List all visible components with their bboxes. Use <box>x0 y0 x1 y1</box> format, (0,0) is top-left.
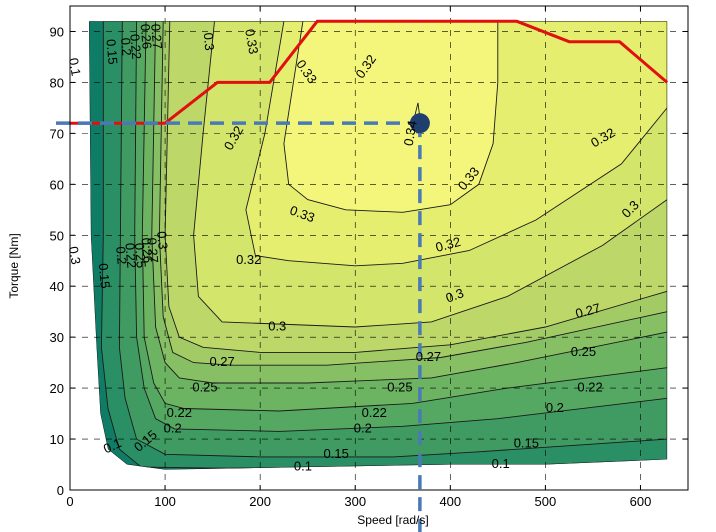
contour-label: 0.22 <box>362 405 387 420</box>
contour-line-0.15 <box>118 21 668 458</box>
contour-label: 0.32 <box>434 234 462 255</box>
x-tick-label: 500 <box>535 494 557 509</box>
contour-label: 0.27 <box>416 349 441 364</box>
contour-label: 0.3 <box>154 231 171 250</box>
contour-label: 0.25 <box>132 242 149 269</box>
contour-label: 0.15 <box>103 39 120 66</box>
contour-label: 0.27 <box>574 300 602 321</box>
x-tick-label: 200 <box>249 494 271 509</box>
operating-point-marker <box>409 113 430 134</box>
y-tick-label: 10 <box>50 432 64 447</box>
contour-label: 0.22 <box>122 242 139 269</box>
contour-label: 0.33 <box>242 28 261 56</box>
contour-label: 0.15 <box>514 436 539 451</box>
y-tick-label: 0 <box>57 483 64 498</box>
contour-label: 0.1 <box>66 57 84 77</box>
contour-line-0.25 <box>151 21 668 384</box>
contour-label: 0.15 <box>324 446 349 461</box>
fill-region-0.33 <box>283 21 498 213</box>
contour-label: 0.2 <box>354 420 372 435</box>
contour-label: 0.1 <box>101 435 124 456</box>
y-axis-label: Torque [Nm] <box>7 233 21 298</box>
contour-label: 0.2 <box>113 246 130 265</box>
axes: 0 100 200 300 400 500 600 0 10 20 30 40 50 60 70 80 90 <box>50 5 689 509</box>
contour-label: 0.22 <box>127 33 144 60</box>
y-tick-label: 50 <box>50 228 64 243</box>
y-tick-label: 20 <box>50 381 64 396</box>
contour-label: 0.3 <box>444 285 466 305</box>
contour-label: 0.26 <box>138 23 155 50</box>
contour-label: 0.2 <box>118 37 135 56</box>
x-tick-label: 300 <box>344 494 366 509</box>
contour-label: 0.25 <box>571 344 596 359</box>
y-tick-label: 80 <box>50 75 64 90</box>
max-torque-curve <box>70 19 669 125</box>
contour-label: 0.22 <box>577 380 602 395</box>
x-tick-label: 600 <box>630 494 652 509</box>
x-tick-label: 100 <box>154 494 176 509</box>
contour-label: 0.1 <box>492 456 510 471</box>
y-tick-label: 60 <box>50 177 64 192</box>
x-tick-label: 0 <box>66 494 73 509</box>
y-tick-label: 40 <box>50 279 64 294</box>
curves <box>56 19 669 532</box>
x-axis-label: Speed [rad/s] <box>357 513 428 527</box>
contour-label: 0.1 <box>294 459 312 474</box>
y-tick-label: 30 <box>50 330 64 345</box>
contour-label: 0.3 <box>268 318 286 333</box>
contour-line-0.27 <box>164 21 668 353</box>
y-tick-label: 90 <box>50 24 64 39</box>
contour-label: 0.25 <box>387 380 412 395</box>
x-tick-label: 400 <box>439 494 461 509</box>
contour-label: 0.34 <box>401 119 420 147</box>
contour-label: 0.3 <box>66 245 84 265</box>
y-tick-label: 70 <box>50 126 64 141</box>
contour-label: 0.15 <box>96 263 113 290</box>
contour-label: 0.26 <box>139 237 156 264</box>
contour-label: 0.22 <box>167 405 192 420</box>
contour-label: 0.27 <box>144 237 161 264</box>
contour-label: 0.32 <box>236 252 261 267</box>
contour-fills <box>89 21 668 470</box>
contour-label: 0.25 <box>192 380 217 395</box>
envelope-outline <box>89 21 668 470</box>
contour-line-0.3 <box>193 21 668 328</box>
contour-label: 0.27 <box>148 23 165 50</box>
axes-box <box>69 5 689 491</box>
grid-lines <box>70 6 688 490</box>
contour-label: 0.2 <box>546 400 564 415</box>
contour-label: 0.3 <box>201 32 218 51</box>
contour-label: 0.27 <box>209 354 234 369</box>
contour-label: 0.2 <box>164 420 182 435</box>
contour-line-0.26 <box>158 21 668 366</box>
